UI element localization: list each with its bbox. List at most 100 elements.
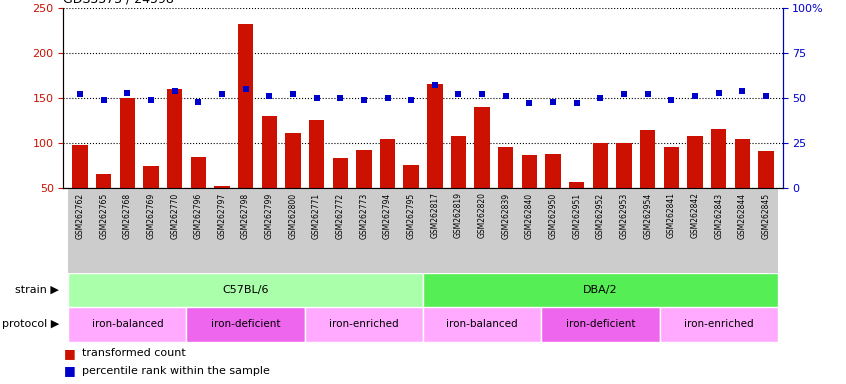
Text: GSM262841: GSM262841 (667, 192, 676, 238)
Bar (162, 188, 186, 273)
Point (523, 100, 536, 106)
Text: GSM262842: GSM262842 (690, 192, 700, 238)
Text: GSM262797: GSM262797 (217, 192, 227, 238)
Point (735, 88, 749, 94)
Text: GSM262799: GSM262799 (265, 192, 274, 238)
Bar (663, 147, 679, 188)
Point (404, 97, 418, 103)
Point (570, 100, 584, 106)
Point (286, 91, 299, 98)
Text: ■: ■ (63, 347, 75, 360)
Bar (569, 182, 585, 188)
Bar (498, 147, 514, 188)
Bar (328, 188, 352, 273)
Point (689, 93, 702, 99)
Point (428, 82, 442, 88)
Text: DBA/2: DBA/2 (583, 285, 618, 295)
Point (759, 93, 772, 99)
Bar (427, 84, 442, 188)
Bar (711, 129, 727, 188)
Bar (69, 307, 186, 342)
Bar (69, 273, 423, 307)
Point (475, 91, 489, 98)
Bar (589, 188, 613, 273)
Point (262, 93, 276, 99)
Text: GSM262820: GSM262820 (478, 192, 486, 238)
Text: GSM262953: GSM262953 (619, 192, 629, 238)
Point (357, 97, 371, 103)
Bar (305, 307, 423, 342)
Text: iron-balanced: iron-balanced (91, 319, 163, 329)
Text: GSM262843: GSM262843 (714, 192, 723, 238)
Bar (617, 143, 632, 188)
Text: iron-enriched: iron-enriched (329, 319, 398, 329)
Bar (470, 188, 494, 273)
Bar (119, 98, 135, 188)
Text: GSM262845: GSM262845 (761, 192, 771, 238)
Bar (404, 165, 419, 188)
Bar (309, 119, 324, 188)
Text: ■: ■ (63, 364, 75, 377)
Text: GSM262796: GSM262796 (194, 192, 203, 238)
Bar (541, 307, 660, 342)
Point (74, 91, 87, 98)
Text: C57BL/6: C57BL/6 (222, 285, 269, 295)
Bar (687, 136, 703, 188)
Bar (332, 158, 348, 188)
Bar (660, 188, 684, 273)
Bar (305, 188, 328, 273)
Text: GSM262762: GSM262762 (75, 192, 85, 238)
Text: protocol ▶: protocol ▶ (2, 319, 59, 329)
Point (381, 95, 394, 101)
Bar (72, 145, 88, 188)
Bar (233, 188, 257, 273)
Text: GSM262770: GSM262770 (170, 192, 179, 238)
Bar (423, 307, 541, 342)
Point (618, 91, 631, 98)
Bar (92, 188, 116, 273)
Bar (593, 143, 608, 188)
Bar (380, 139, 395, 188)
Text: GSM262840: GSM262840 (525, 192, 534, 238)
Bar (494, 188, 518, 273)
Bar (116, 188, 139, 273)
Text: percentile rank within the sample: percentile rank within the sample (82, 366, 270, 376)
Point (168, 88, 181, 94)
Point (120, 89, 134, 96)
Bar (730, 188, 754, 273)
Bar (451, 136, 466, 188)
Text: GSM262952: GSM262952 (596, 192, 605, 238)
Bar (684, 188, 707, 273)
Point (97, 97, 111, 103)
Bar (660, 307, 777, 342)
Text: GSM262951: GSM262951 (572, 192, 581, 238)
Text: iron-balanced: iron-balanced (447, 319, 518, 329)
Text: GSM262773: GSM262773 (360, 192, 368, 238)
Text: iron-deficient: iron-deficient (566, 319, 635, 329)
Text: GSM262844: GSM262844 (738, 192, 747, 238)
Text: iron-deficient: iron-deficient (211, 319, 280, 329)
Point (499, 93, 513, 99)
Point (452, 91, 465, 98)
Bar (143, 166, 159, 188)
Text: GSM262769: GSM262769 (146, 192, 156, 238)
Point (215, 91, 228, 98)
Bar (518, 188, 541, 273)
Bar (139, 188, 162, 273)
Bar (376, 188, 399, 273)
Bar (423, 188, 447, 273)
Bar (399, 188, 423, 273)
Bar (613, 188, 636, 273)
Text: GSM262772: GSM262772 (336, 192, 344, 238)
Bar (356, 150, 371, 188)
Bar (210, 188, 233, 273)
Bar (640, 129, 656, 188)
Text: GSM262794: GSM262794 (383, 192, 392, 238)
Point (594, 95, 607, 101)
Bar (707, 188, 730, 273)
Bar (758, 151, 774, 188)
Text: GSM262768: GSM262768 (123, 192, 132, 238)
Point (144, 97, 157, 103)
Text: iron-enriched: iron-enriched (684, 319, 754, 329)
Bar (447, 188, 470, 273)
